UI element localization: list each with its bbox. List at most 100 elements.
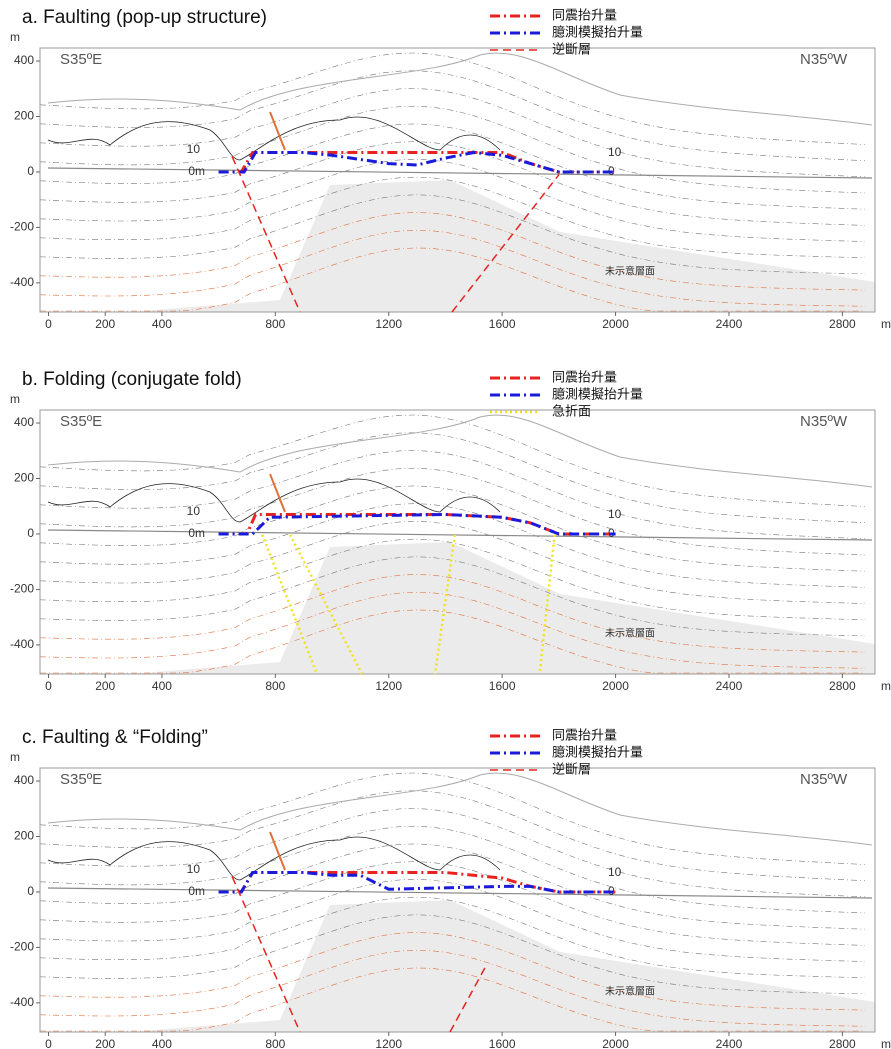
x-tick-label: 1600 (489, 679, 516, 693)
x-tick-label: 400 (152, 317, 172, 331)
stratum (39, 772, 866, 865)
x-unit: m (881, 679, 891, 693)
fault-scarp (269, 473, 286, 513)
stratum (39, 808, 866, 898)
stratum (40, 609, 865, 674)
x-tick-label: 0 (45, 679, 52, 693)
stratum (40, 967, 865, 1032)
stratum (39, 212, 866, 291)
y-tick-label: 200 (14, 829, 34, 843)
datum-line (47, 887, 873, 899)
stratum (39, 105, 866, 194)
x-unit: m (881, 1037, 891, 1049)
x-tick-label: 200 (95, 317, 115, 331)
y-tick-label: 200 (14, 471, 34, 485)
x-tick-label: 2000 (602, 679, 629, 693)
stratum (39, 194, 866, 275)
series-line (218, 871, 616, 894)
scale-label: 10 (187, 504, 201, 518)
x-tick-label: 2400 (716, 679, 743, 693)
scale-label: 0m (188, 884, 205, 898)
legend-label: 同震抬升量 (552, 7, 617, 22)
x-tick-label: 400 (152, 679, 172, 693)
stratum (39, 861, 866, 946)
x-tick-label: 2000 (602, 317, 629, 331)
legend-label: 同震抬升量 (552, 369, 617, 384)
x-tick-label: 800 (265, 1037, 285, 1049)
stratum (39, 52, 866, 145)
legend-label: 臆測模擬抬升量 (552, 386, 643, 401)
y-tick-label: -200 (10, 940, 34, 954)
y-tick-label: 0 (27, 884, 34, 898)
x-tick-label: 0 (45, 317, 52, 331)
x-tick-label: 0 (45, 1037, 52, 1049)
x-tick-label: 2800 (829, 317, 856, 331)
y-unit: m (10, 30, 20, 44)
y-tick-label: -400 (10, 995, 34, 1009)
stratum (39, 414, 866, 507)
series-line (218, 512, 616, 536)
x-unit: m (881, 317, 891, 331)
stratum (39, 158, 866, 242)
scale-label: 10 (187, 862, 201, 876)
series-line (218, 871, 616, 894)
topography (47, 772, 873, 846)
stratum (39, 229, 866, 307)
stratum (39, 88, 866, 178)
chart-title: a. Faulting (pop-up structure) (22, 7, 267, 28)
y-unit: m (10, 392, 20, 406)
chart-title: c. Faulting & “Folding” (22, 727, 208, 748)
ridge-profile (47, 478, 501, 523)
x-tick-label: 1200 (375, 679, 402, 693)
series-line (231, 156, 560, 313)
scale-label: 0m (188, 526, 205, 540)
scale-label: 10 (608, 507, 622, 521)
stratum (39, 896, 866, 978)
legend-label: 逆斷層 (552, 761, 591, 776)
stratum (39, 914, 866, 995)
y-tick-label: 400 (14, 773, 34, 787)
y-tick-label: 400 (14, 415, 34, 429)
series-line (231, 876, 486, 1033)
x-tick-label: 1600 (489, 1037, 516, 1049)
stratum (39, 485, 866, 572)
plot-frame (39, 767, 876, 1033)
stratum (39, 520, 866, 604)
y-tick-label: 200 (14, 109, 34, 123)
x-tick-label: 2000 (602, 1037, 629, 1049)
x-tick-label: 1200 (375, 317, 402, 331)
series-line (218, 151, 616, 174)
x-tick-label: 2800 (829, 679, 856, 693)
stratum (39, 591, 866, 669)
plot-frame (39, 47, 876, 313)
direction-left: S35ºE (60, 413, 102, 430)
direction-right: N35ºW (800, 771, 848, 788)
y-unit: m (10, 750, 20, 764)
legend-label: 急折面 (552, 403, 591, 418)
unmodeled-layers (130, 900, 875, 1032)
x-tick-label: 1200 (375, 1037, 402, 1049)
scale-label: 10 (608, 145, 622, 159)
annotation: 未示意層面 (605, 985, 655, 998)
stratum (39, 843, 866, 930)
annotation: 未示意層面 (605, 627, 655, 640)
fault-scarp (269, 111, 286, 151)
stratum (39, 790, 866, 881)
y-tick-label: -200 (10, 582, 34, 596)
unmodeled-layers (130, 542, 875, 674)
scale-label: 0m (188, 164, 205, 178)
datum-line (47, 167, 873, 179)
chart-title: b. Folding (conjugate fold) (22, 369, 242, 390)
stratum (39, 556, 866, 637)
stratum (39, 949, 866, 1027)
scale-label: 10 (187, 142, 201, 156)
legend-label: 臆測模擬抬升量 (552, 744, 643, 759)
stratum (39, 432, 866, 523)
stratum (40, 247, 865, 312)
topography (47, 52, 873, 126)
y-tick-label: 0 (27, 164, 34, 178)
legend-label: 逆斷層 (552, 41, 591, 56)
